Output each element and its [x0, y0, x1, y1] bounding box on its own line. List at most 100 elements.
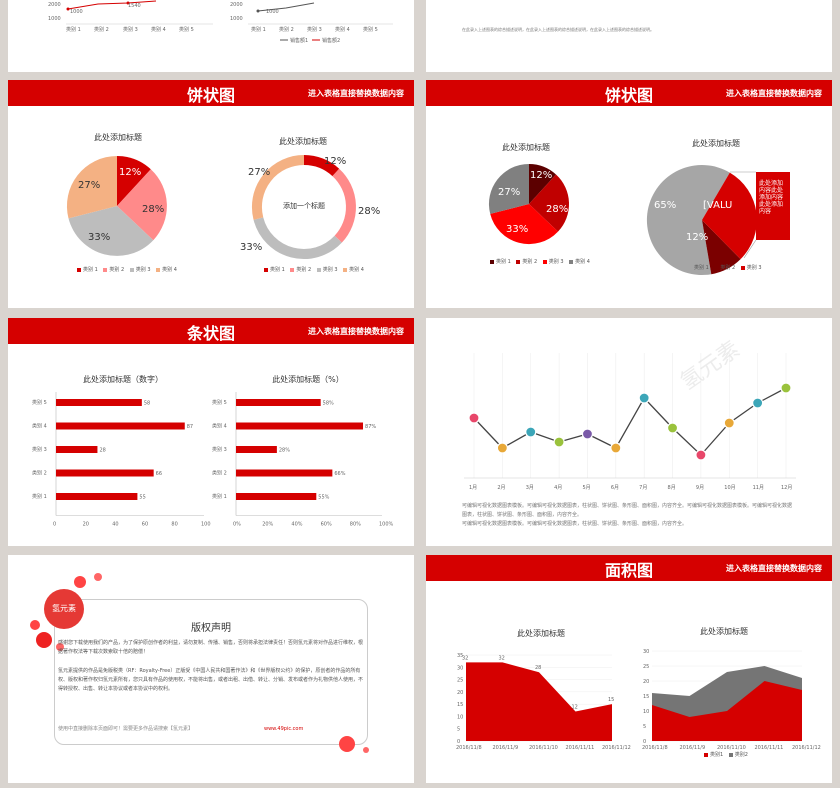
data-label: 58%: [323, 401, 334, 407]
data-point: [525, 426, 537, 438]
slide-copyright: 氢元素 版权声明 感谢您下载使用我们的产品，为了保护原创作者的利益，请勿复制、传…: [8, 555, 414, 783]
bar: [56, 446, 98, 453]
bar: [56, 399, 142, 406]
slide-top-left: 2000 1000 1000 1540 类别 1 类别 2 类别 3 类别 4 …: [8, 0, 414, 72]
legend: 类别1 类别2: [700, 751, 748, 758]
pie-slice: [66, 155, 117, 219]
x-tick: 3月: [526, 485, 534, 491]
pie-slice: [68, 206, 154, 256]
chart-title: 此处添加标题: [502, 143, 550, 152]
data-point: [553, 436, 565, 448]
slide-heading: 饼状图: [186, 86, 235, 105]
y-tick: 2000: [230, 2, 243, 8]
slide-subtitle: 进入表格直接替换数据内容: [726, 89, 822, 98]
legend: 类别 1 类别 2 类别 3 类别 4: [486, 258, 590, 265]
legend: 类别 1 类别 2 类别 3 类别 4: [260, 266, 364, 273]
area-series: [652, 681, 802, 741]
x-tick: 20%: [262, 522, 273, 528]
slide-heading: 条状图: [186, 324, 235, 343]
callout-box: 此处添加内容此处添加内容此处添加内容: [756, 172, 790, 240]
data-label: 1000: [70, 9, 83, 15]
y-tick: 5: [643, 724, 646, 730]
svg-text:33%: 33%: [88, 232, 110, 243]
y-tick: 0: [643, 739, 646, 745]
logo-text: 氢元素: [52, 604, 76, 613]
x-tick: 类别 2: [279, 26, 294, 33]
slide-top-right: 在此录入上述图表的综合描述说明，在此录入上述图表的综合描述说明，在此录入上述图表…: [426, 0, 832, 72]
x-tick: 5月: [582, 485, 590, 491]
slide-pie-right: 饼状图 进入表格直接替换数据内容 此处添加标题 此处添加标题 12% 28% 3…: [426, 80, 832, 308]
x-tick: 类别 1: [251, 26, 266, 33]
slice-label: [VALU: [703, 200, 732, 211]
data-point: [610, 442, 622, 454]
pie-slice: [488, 163, 529, 214]
data-label: 32: [462, 655, 468, 661]
x-tick: 4月: [554, 485, 562, 491]
x-tick: 2016/11/11: [755, 745, 784, 751]
x-tick: 100%: [379, 522, 394, 528]
copyright-card: [54, 599, 368, 745]
copyright-paragraph: 感谢您下载使用我们的产品，为了保护原创作者的利益，请勿复制、传播、销售，否则将承…: [58, 640, 364, 655]
copyright-url[interactable]: www.49pic.com: [264, 726, 304, 732]
data-point: [638, 392, 650, 404]
y-tick: 10: [643, 709, 649, 715]
data-label: 66: [156, 471, 162, 477]
slide-bar-left: 条状图 进入表格直接替换数据内容 此处添加标题（数字） 此处添加标题（%） 0 2…: [8, 318, 414, 546]
area-series: [466, 662, 612, 741]
pie-slice: [117, 156, 151, 206]
x-tick: 80%: [350, 522, 361, 528]
donut-slice: [303, 155, 340, 177]
slide-pie-left: 饼状图 进入表格直接替换数据内容 此处添加标题 此处添加标题 12% 28% 3…: [8, 80, 414, 308]
y-tick: 类别 2: [212, 470, 227, 477]
pie-charts: 12% 28% 33% 27% 12% 28% 33% 27%: [66, 154, 380, 260]
svg-text:28%: 28%: [546, 204, 568, 215]
bar: [236, 399, 321, 406]
x-tick: 10月: [724, 485, 735, 491]
chart-title: 此处添加标题: [517, 629, 565, 638]
y-tick: 5: [457, 727, 460, 733]
y-tick: 类别 5: [32, 399, 47, 406]
y-tick: 0: [457, 739, 460, 745]
legend-label: 销售额1: [290, 37, 308, 44]
x-tick: 2016/11/10: [529, 745, 558, 751]
x-tick: 类别 3: [307, 26, 322, 33]
y-tick: 15: [643, 694, 649, 700]
pie-charts: 12% 28% 33% 27% 65% 12% [VALU: [488, 163, 757, 276]
bar: [236, 446, 277, 453]
bar: [236, 469, 333, 477]
svg-text:28%: 28%: [358, 206, 380, 217]
x-tick: 0: [53, 522, 56, 528]
data-label: 55: [139, 495, 145, 501]
donut-slice: [332, 168, 356, 243]
data-point: [695, 449, 707, 461]
x-tick: 2月: [497, 485, 505, 491]
y-tick: 类别 4: [212, 423, 227, 430]
logo-badge: 氢元素: [44, 589, 84, 629]
x-tick: 40%: [291, 522, 302, 528]
bar: [56, 422, 185, 430]
data-label: 1540: [128, 3, 141, 9]
line-chart: 1月 2月 3月 4月 5月 6月 7月 8月 9月 10月 11月 12月: [464, 353, 796, 491]
legend: 类别 1 类别 2 类别 3 类别 4: [73, 266, 177, 273]
x-tick: 2016/11/9: [680, 745, 706, 751]
data-label: 87: [187, 424, 193, 430]
x-tick: 0%: [233, 522, 241, 528]
y-tick: 15: [457, 702, 463, 708]
y-tick: 1000: [48, 16, 61, 22]
decor-circles: [30, 573, 369, 753]
caption: 在此录入上述图表的综合描述说明，在此录入上述图表的综合描述说明，在此录入上述图表…: [462, 27, 654, 32]
chart-title: 此处添加标题: [94, 133, 142, 142]
x-tick: 类别 5: [363, 26, 378, 33]
header-bar: 条状图 进入表格直接替换数据内容: [8, 318, 414, 344]
pie-slice: [702, 172, 757, 260]
donut-slice: [253, 217, 342, 260]
svg-text:12%: 12%: [324, 156, 346, 167]
data-point: [496, 442, 508, 454]
pie-slice: [529, 164, 556, 204]
area-charts: 0 5 10 15 20 25 30 35 2016/11/8 2016/11/9 2016/11/…: [456, 649, 821, 751]
x-tick: 2016/11/11: [566, 745, 595, 751]
data-point: [468, 412, 480, 424]
copyright-title: 版权声明: [191, 623, 231, 634]
svg-text:27%: 27%: [498, 187, 520, 198]
chart-title: 此处添加标题（%）: [272, 375, 344, 384]
